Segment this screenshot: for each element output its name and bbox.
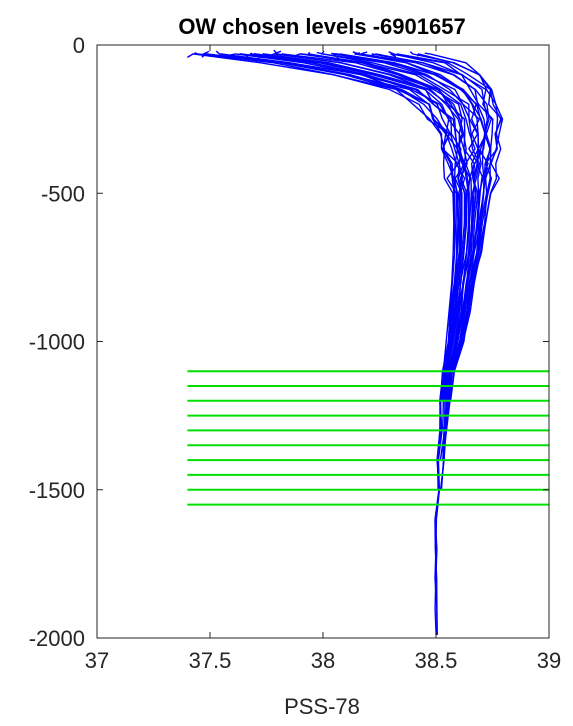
salinity-profile [354,52,482,372]
y-tick-label: -1000 [29,330,85,355]
x-tick-label: 38.5 [415,648,458,673]
x-tick-label: 37 [85,648,109,673]
y-tick-label: -1500 [29,478,85,503]
chart-title: OW chosen levels -6901657 [178,14,465,39]
salinity-profile [194,51,456,636]
x-tick-label: 38 [311,648,335,673]
plot-area: 37 37.5 38 38.5 39 0 -500 -1000 -1500 -2000 [29,33,562,673]
salinity-profile [253,52,468,401]
y-tick-label: -500 [41,181,85,206]
y-tick-label: 0 [73,33,85,58]
x-tick-label: 37.5 [189,648,232,673]
salinity-profile [320,50,479,372]
salinity-profile [424,52,504,372]
x-axis-label: PSS-78 [284,694,360,719]
y-tick-label: -2000 [29,626,85,651]
x-tick-label: 39 [537,648,561,673]
